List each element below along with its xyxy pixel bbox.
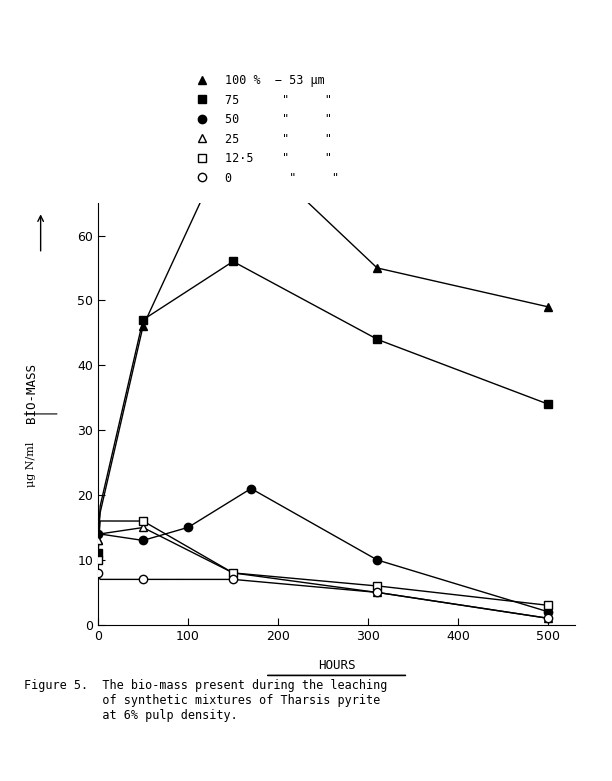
Text: HOURS: HOURS xyxy=(318,658,356,672)
Legend: 100 %  − 53 μm, 75      "     ", 50      "     ", 25      "     ", 12·5    "    : 100 % − 53 μm, 75 " ", 50 " ", 25 " ", 1… xyxy=(190,74,339,184)
Text: Figure 5.  The bio-mass present during the leaching
           of synthetic mixt: Figure 5. The bio-mass present during th… xyxy=(24,679,388,722)
Text: μg N/ml: μg N/ml xyxy=(26,442,36,487)
Text: BIO-MASS: BIO-MASS xyxy=(24,363,37,423)
